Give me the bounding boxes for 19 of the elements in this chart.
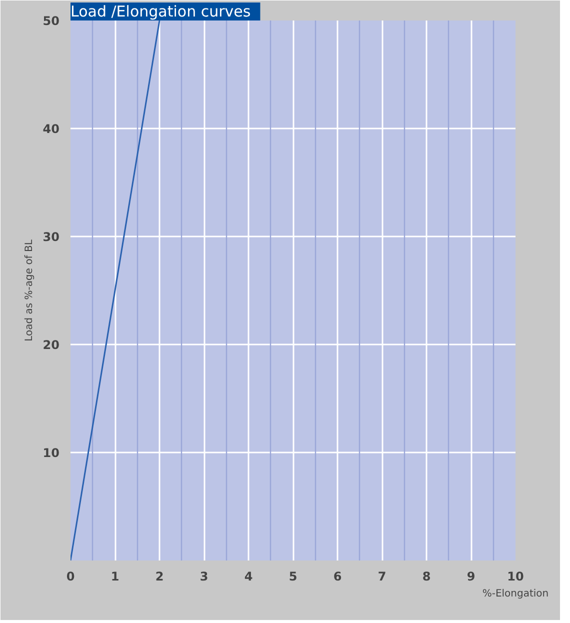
x-tick-label: 6 bbox=[333, 570, 342, 584]
chart-title: Load /Elongation curves bbox=[70, 2, 251, 20]
y-tick-label: 30 bbox=[42, 230, 60, 244]
x-tick-label: 2 bbox=[155, 570, 164, 584]
x-tick-label: 1 bbox=[110, 570, 120, 584]
y-tick-label: 10 bbox=[42, 446, 60, 460]
y-tick-label: 20 bbox=[42, 338, 60, 352]
x-tick-label: 7 bbox=[378, 570, 386, 584]
x-tick-label: 5 bbox=[288, 570, 298, 584]
x-tick-label: 4 bbox=[244, 570, 253, 584]
y-tick-label: 50 bbox=[42, 14, 60, 28]
x-tick-label: 3 bbox=[200, 570, 208, 584]
y-tick-label: 40 bbox=[42, 122, 60, 136]
x-tick-label: 10 bbox=[507, 570, 524, 584]
x-tick-label: 0 bbox=[66, 570, 75, 584]
x-tick-label: 9 bbox=[466, 570, 476, 584]
x-axis-title: %-Elongation bbox=[482, 588, 549, 600]
y-axis-title: Load as %-age of BL bbox=[24, 239, 35, 342]
x-tick-label: 8 bbox=[422, 570, 431, 584]
